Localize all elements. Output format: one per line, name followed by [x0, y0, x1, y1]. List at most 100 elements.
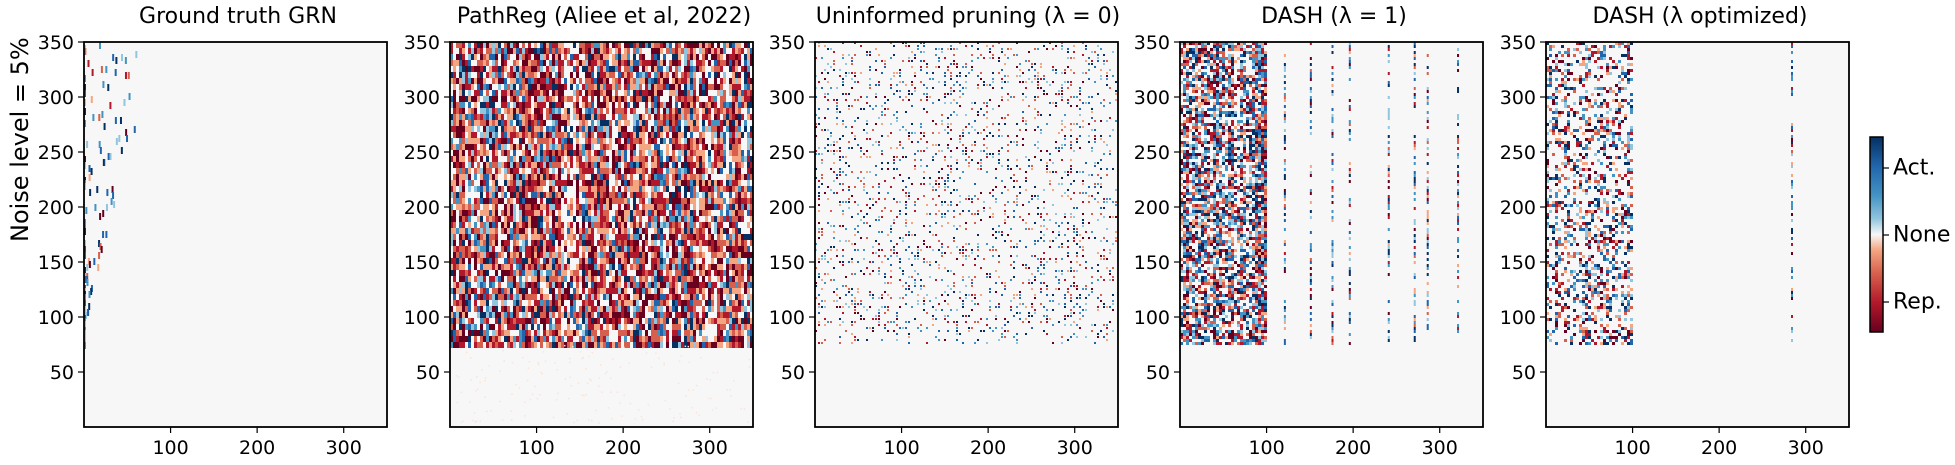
heatmap-cell — [543, 306, 546, 312]
heatmap-cell — [573, 342, 576, 348]
heatmap-cell — [633, 210, 636, 216]
heatmap-cell — [534, 300, 537, 306]
heatmap-cell — [896, 72, 898, 74]
heatmap-cell — [869, 51, 871, 53]
heatmap-cell — [612, 168, 615, 174]
heatmap-cell — [615, 54, 618, 60]
heatmap-cell — [747, 204, 750, 210]
heatmap-cell — [744, 54, 747, 60]
heatmap-cell — [639, 84, 642, 90]
heatmap-cell — [507, 234, 510, 240]
heatmap-cell — [534, 132, 537, 138]
heatmap-cell — [717, 126, 720, 132]
heatmap-cell — [675, 234, 678, 240]
heatmap-cell — [666, 318, 669, 324]
heatmap-cell — [469, 357, 472, 359]
heatmap-cell — [591, 138, 594, 144]
heatmap-cell — [501, 300, 504, 306]
heatmap-cell — [702, 66, 705, 72]
heatmap-cell — [582, 42, 585, 48]
heatmap-cell — [986, 102, 988, 104]
heatmap-cell — [633, 252, 636, 258]
heatmap-cell — [603, 72, 606, 78]
heatmap-cell — [546, 96, 549, 102]
heatmap-cell — [483, 42, 486, 48]
heatmap-cell — [543, 336, 546, 342]
heatmap-cell — [504, 132, 507, 138]
heatmap-cell — [480, 222, 483, 228]
heatmap-cell — [881, 72, 883, 74]
heatmap-cell — [531, 393, 534, 396]
heatmap-cell — [735, 198, 738, 204]
heatmap-cell — [576, 312, 579, 318]
heatmap-cell — [471, 324, 474, 330]
heatmap-cell — [989, 48, 991, 50]
heatmap-cell — [660, 78, 663, 84]
heatmap-cell — [1079, 114, 1081, 116]
heatmap-cell — [510, 144, 513, 150]
heatmap-cell — [696, 252, 699, 258]
heatmap-cell — [702, 240, 705, 246]
heatmap-cell — [941, 114, 943, 116]
heatmap-cell — [468, 288, 471, 294]
heatmap-cell — [911, 60, 913, 62]
heatmap-cell — [465, 138, 468, 144]
heatmap-cell — [735, 288, 738, 294]
heatmap-cell — [588, 78, 591, 84]
heatmap-cell — [501, 222, 504, 228]
heatmap-cell — [714, 246, 717, 252]
heatmap-cell — [537, 150, 540, 156]
heatmap-cell — [465, 324, 468, 330]
heatmap-cell — [1022, 117, 1024, 119]
heatmap-cell — [696, 144, 699, 150]
heatmap-cell — [660, 162, 663, 168]
heatmap-cell — [540, 246, 543, 252]
heatmap-cell — [513, 240, 516, 246]
heatmap-cell — [534, 234, 537, 240]
heatmap-cell — [621, 144, 624, 150]
heatmap-cell — [516, 120, 519, 126]
heatmap-cell — [657, 132, 660, 138]
heatmap-cell — [738, 258, 741, 264]
heatmap-cell — [540, 216, 543, 222]
heatmap-cell — [552, 324, 555, 330]
heatmap-cell — [453, 186, 456, 192]
heatmap-cell — [681, 102, 684, 108]
heatmap-cell — [648, 336, 651, 342]
heatmap-cell — [576, 210, 579, 216]
heatmap-cell — [486, 192, 489, 198]
heatmap-cell — [507, 72, 510, 78]
heatmap-cell — [513, 132, 516, 138]
heatmap-cell — [750, 186, 753, 192]
heatmap-cell — [567, 312, 570, 318]
heatmap-cell — [504, 168, 507, 174]
heatmap-cell — [687, 216, 690, 222]
heatmap-cell — [606, 66, 609, 72]
heatmap-cell — [492, 312, 495, 318]
heatmap-cell — [468, 168, 471, 174]
heatmap-cell — [750, 168, 753, 174]
heatmap-cell — [746, 421, 749, 423]
heatmap-cell — [681, 264, 684, 270]
heatmap-cell — [923, 84, 925, 86]
heatmap-cell — [857, 117, 859, 119]
heatmap-cell — [603, 84, 606, 90]
heatmap-cell — [591, 342, 594, 348]
heatmap-cell — [597, 180, 600, 186]
heatmap-cell — [720, 48, 723, 54]
heatmap-cell — [528, 48, 531, 54]
heatmap-cell — [459, 312, 462, 318]
heatmap-cell — [552, 42, 555, 48]
heatmap-cell — [1001, 78, 1003, 80]
heatmap-cell — [684, 120, 687, 126]
heatmap-cell — [660, 90, 663, 96]
heatmap-cell — [576, 96, 579, 102]
heatmap-cell — [597, 252, 600, 258]
heatmap-cell — [576, 180, 579, 186]
heatmap-cell — [621, 174, 624, 180]
heatmap-cell — [582, 168, 585, 174]
heatmap-cell — [453, 222, 456, 228]
heatmap-cell — [908, 99, 910, 101]
heatmap-cell — [554, 362, 556, 364]
heatmap-cell — [579, 60, 582, 66]
